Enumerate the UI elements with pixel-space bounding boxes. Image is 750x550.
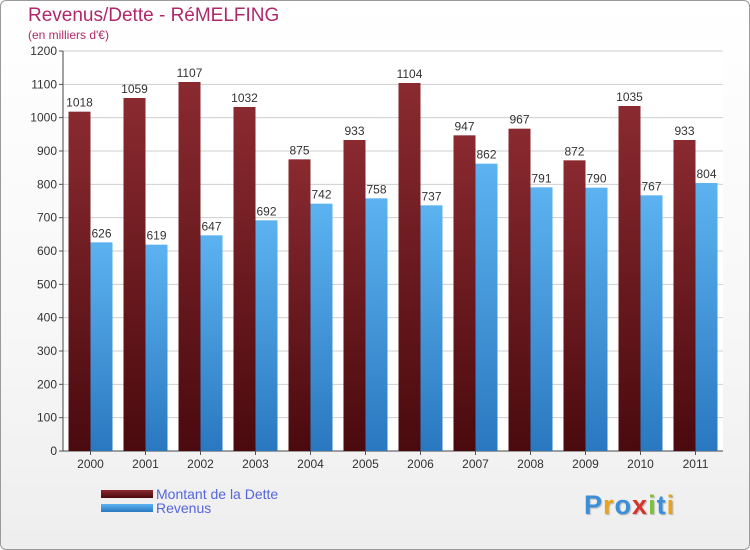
y-tick-label: 100 (37, 411, 57, 425)
legend: Montant de la Dette Revenus (101, 486, 279, 516)
bar-debt (233, 107, 256, 451)
logo-letter: x (632, 490, 649, 520)
data-label-debt: 967 (509, 113, 529, 127)
data-label-revenus: 804 (696, 167, 716, 181)
x-tick-label: 2009 (572, 457, 599, 471)
legend-item-debt: Montant de la Dette (101, 486, 279, 502)
data-label-revenus: 619 (146, 229, 166, 243)
x-tick-label: 2004 (297, 457, 324, 471)
y-tick-label: 700 (37, 211, 57, 225)
x-tick-label: 2005 (352, 457, 379, 471)
x-tick-label: 2001 (132, 457, 159, 471)
data-label-revenus: 790 (586, 172, 606, 186)
legend-swatch-revenus (101, 504, 153, 512)
data-label-debt: 1059 (121, 82, 148, 96)
bar-debt (288, 159, 311, 452)
y-tick-label: 900 (37, 144, 57, 158)
chart-subtitle: (en milliers d'€) (28, 28, 109, 42)
y-tick-label: 300 (37, 344, 57, 358)
bar-debt (123, 98, 146, 451)
legend-label-debt: Montant de la Dette (156, 486, 279, 502)
bar-revenus (420, 205, 443, 451)
data-label-revenus: 647 (201, 219, 221, 233)
bar-revenus (365, 198, 388, 451)
y-tick-label: 500 (37, 277, 57, 291)
bar-revenus (475, 163, 498, 451)
data-label-debt: 947 (454, 119, 474, 133)
data-label-debt: 1018 (66, 96, 93, 110)
bar-revenus (695, 183, 718, 451)
logo-letter: i (666, 490, 676, 520)
x-tick-label: 2008 (517, 457, 544, 471)
x-tick-label: 2003 (242, 457, 269, 471)
data-label-revenus: 862 (476, 148, 496, 162)
data-label-debt: 1104 (397, 67, 423, 81)
data-label-debt: 933 (344, 124, 364, 138)
data-label-debt: 872 (564, 144, 584, 158)
bar-revenus (310, 203, 333, 451)
proxiti-logo: Proxiti (584, 490, 675, 521)
bar-debt (618, 106, 641, 451)
logo-letter: o (614, 490, 633, 520)
data-label-revenus: 742 (311, 188, 331, 202)
bar-revenus (90, 242, 113, 451)
bar-debt (563, 160, 586, 452)
legend-label-revenus: Revenus (156, 500, 212, 516)
logo-letter: P (584, 490, 604, 520)
bar-debt (453, 135, 476, 452)
legend-item-revenus: Revenus (101, 500, 278, 516)
chart-title: Revenus/Dette - RéMELFING (28, 5, 280, 26)
y-tick-label: 400 (37, 311, 57, 325)
data-label-revenus: 626 (91, 226, 111, 240)
data-label-revenus: 758 (366, 182, 386, 196)
bar-debt (343, 140, 366, 451)
y-tick-label: 200 (37, 377, 57, 391)
data-label-revenus: 737 (421, 189, 441, 203)
y-tick-label: 0 (50, 444, 57, 458)
y-tick-label: 1200 (30, 44, 57, 58)
y-tick-label: 1100 (31, 77, 57, 91)
bar-revenus (255, 220, 278, 451)
bar-debt (178, 82, 201, 451)
bar-debt (398, 83, 421, 451)
bar-revenus (640, 195, 663, 451)
data-label-debt: 933 (674, 124, 694, 138)
bar-revenus (200, 235, 223, 451)
logo-letter: t (656, 490, 667, 520)
plot-area: 0 100 200 300 400 500 600 700 800 900 1000 1100 1200… (30, 44, 723, 471)
data-label-debt: 1107 (177, 66, 203, 80)
x-tick-label: 2006 (407, 457, 434, 471)
bar-revenus (145, 244, 168, 451)
legend-swatch-debt (101, 490, 153, 498)
y-tick-label: 600 (37, 244, 57, 258)
bar-debt (673, 140, 696, 451)
data-label-revenus: 767 (641, 179, 661, 193)
bar-debt (508, 128, 531, 451)
bar-revenus (585, 187, 608, 451)
y-tick-label: 800 (37, 177, 57, 191)
data-label-debt: 1035 (616, 90, 643, 104)
bar-revenus (530, 187, 553, 452)
data-label-revenus: 692 (256, 204, 276, 218)
y-tick-label: 1000 (30, 111, 57, 125)
x-tick-label: 2011 (683, 457, 709, 471)
data-label-debt: 875 (289, 143, 309, 157)
data-label-debt: 1032 (231, 91, 258, 105)
data-label-revenus: 791 (531, 171, 551, 185)
x-tick-label: 2000 (77, 457, 104, 471)
x-tick-label: 2002 (187, 457, 214, 471)
bar-debt (68, 111, 91, 452)
logo-letter: r (603, 490, 615, 520)
x-tick-label: 2010 (627, 457, 654, 471)
x-tick-label: 2007 (462, 457, 489, 471)
logo-letter: i (648, 490, 657, 520)
